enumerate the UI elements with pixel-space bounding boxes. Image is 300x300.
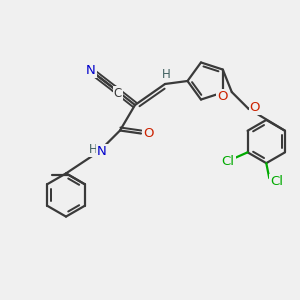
Text: O: O	[218, 91, 228, 103]
Text: H: H	[89, 142, 98, 156]
Text: Cl: Cl	[222, 155, 235, 168]
Text: N: N	[86, 64, 96, 77]
Text: O: O	[143, 127, 154, 140]
Text: C: C	[113, 86, 122, 100]
Text: Cl: Cl	[270, 175, 283, 188]
Text: N: N	[97, 145, 107, 158]
Text: O: O	[250, 100, 260, 113]
Text: H: H	[162, 68, 171, 82]
